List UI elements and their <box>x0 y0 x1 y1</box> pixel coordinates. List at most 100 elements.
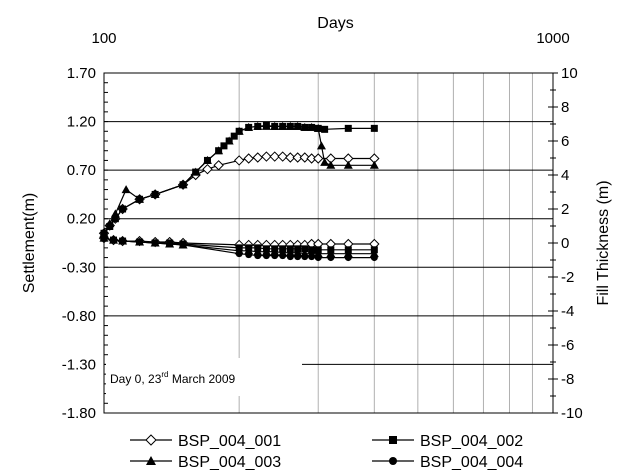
diamond-marker <box>233 155 245 166</box>
triangle-marker <box>202 155 212 164</box>
triangle-marker <box>178 180 188 189</box>
circle-marker <box>389 457 397 465</box>
triangle-marker <box>369 160 379 169</box>
triangle-marker <box>224 136 234 145</box>
square-marker <box>389 436 397 444</box>
y-left-tick-label: 0.70 <box>67 162 96 179</box>
legend-label: BSP_004_004 <box>420 454 523 471</box>
triangle-marker <box>313 123 323 132</box>
diamond-marker <box>299 152 310 163</box>
settlement-series-BSP_004_004 <box>100 234 378 262</box>
x-axis-title: Days <box>317 15 353 32</box>
x-tick-label: 1000 <box>536 30 569 47</box>
diamond-marker <box>285 152 296 163</box>
diamond-marker <box>292 152 303 163</box>
triangle-marker <box>300 122 310 131</box>
circle-marker <box>151 239 159 247</box>
triangle-marker <box>135 194 145 203</box>
square-marker <box>119 205 127 213</box>
square-marker <box>321 125 329 133</box>
circle-marker <box>294 253 302 261</box>
y-right-tick-label: 2 <box>561 201 569 218</box>
y-right-tick-label: -10 <box>561 405 583 422</box>
circle-marker <box>110 236 118 244</box>
annotation-sup: rd <box>161 370 168 379</box>
fill-series-BSP_004_003 <box>99 121 379 237</box>
x-tick-label: 100 <box>91 30 116 47</box>
y-left-tick-label: -1.80 <box>62 405 96 422</box>
diamond-marker <box>269 151 280 162</box>
triangle-marker <box>121 185 131 194</box>
annotation-text: Day 0, 23rd March 2009 <box>110 370 236 386</box>
data-layer <box>98 121 380 262</box>
diamond-marker <box>145 434 157 446</box>
circle-marker <box>179 241 187 249</box>
triangle-marker <box>244 122 254 131</box>
triangle-marker <box>343 160 353 169</box>
triangle-marker <box>316 141 326 150</box>
diamond-marker <box>202 163 213 175</box>
diamond-marker <box>243 153 254 164</box>
legend-item: BSP_004_001 <box>130 433 281 450</box>
triangle-marker <box>146 456 156 465</box>
triangle-marker <box>105 219 115 228</box>
triangle-marker <box>261 121 271 130</box>
square-marker <box>344 124 352 132</box>
y-left-tick-label: -0.30 <box>62 259 96 276</box>
y-right-tick-label: -4 <box>561 303 574 320</box>
circle-marker <box>271 252 279 260</box>
annotation-prefix: Day 0, 23 <box>110 372 162 386</box>
triangle-marker <box>253 121 263 130</box>
triangle-marker <box>191 167 201 176</box>
y-right-tick-label: 10 <box>561 65 578 82</box>
triangle-marker <box>326 160 336 169</box>
square-marker <box>370 124 378 132</box>
y-left-tick-label: 1.20 <box>67 114 96 131</box>
diamond-marker <box>252 152 263 163</box>
y-right-tick-label: 0 <box>561 235 569 252</box>
y-right-tick-label: -6 <box>561 337 574 354</box>
triangle-marker <box>307 122 317 131</box>
triangle-marker <box>320 157 330 166</box>
y-right-tick-label: -2 <box>561 269 574 286</box>
grid <box>104 72 553 414</box>
y-right-tick-label: 4 <box>561 167 569 184</box>
circle-marker <box>166 240 174 248</box>
triangle-marker <box>270 121 280 130</box>
legend-label: BSP_004_001 <box>178 433 281 450</box>
circle-marker <box>254 252 262 260</box>
triangle-marker <box>278 121 288 130</box>
diamond-marker <box>313 153 324 164</box>
square-marker <box>301 245 309 253</box>
y-left-tick-label: 0.20 <box>67 211 96 228</box>
circle-marker <box>301 253 309 261</box>
triangle-marker <box>150 189 160 198</box>
annotation-box: Day 0, 23rd March 2009 <box>106 358 302 396</box>
axes: 1.70 1.20 0.70 0.20 -0.30 -0.80 -1.30 -1.80 10 8 6… <box>62 30 583 422</box>
y-right-tick-label: -8 <box>561 371 574 388</box>
circle-marker <box>119 237 127 245</box>
triangle-marker <box>110 209 120 218</box>
y-left-tick-label: -1.30 <box>62 356 96 373</box>
square-marker <box>111 215 119 223</box>
triangle-marker <box>214 146 224 155</box>
legend-label: BSP_004_003 <box>178 454 281 471</box>
triangle-marker <box>293 121 303 130</box>
y-right-tick-label: 6 <box>561 133 569 150</box>
legend-item: BSP_004_003 <box>130 454 281 471</box>
annotation-box-rect <box>106 358 302 396</box>
legend-item: BSP_004_004 <box>372 454 523 471</box>
triangle-marker <box>285 121 295 130</box>
circle-marker <box>286 253 294 261</box>
circle-marker <box>327 254 335 262</box>
circle-marker <box>235 250 243 258</box>
circle-marker <box>344 254 352 262</box>
circle-marker <box>279 252 287 260</box>
circle-marker <box>262 252 270 260</box>
y-axis-left-title: Settlement(m) <box>21 193 38 293</box>
diamond-marker <box>213 160 224 171</box>
circle-marker <box>245 251 253 259</box>
circle-marker <box>136 238 144 246</box>
legend-item: BSP_004_002 <box>372 433 523 450</box>
